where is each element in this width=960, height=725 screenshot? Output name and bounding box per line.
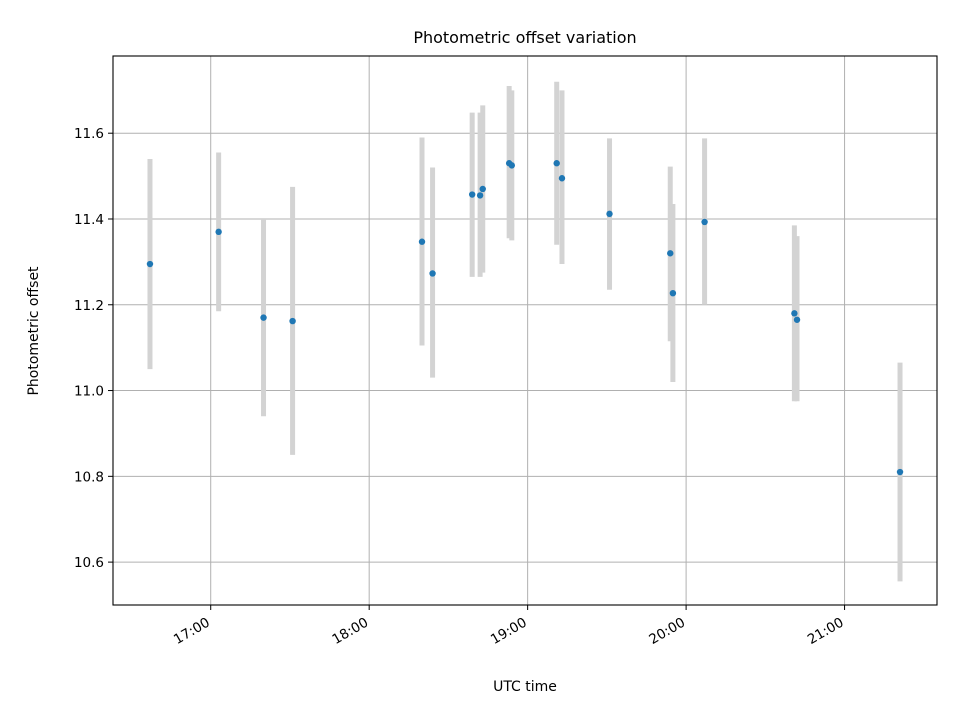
- y-tick-label: 10.6: [74, 555, 104, 571]
- data-point: [667, 250, 674, 257]
- y-axis-ticks: 10.6 10.8 11.0 11.2 11.4 11.6: [74, 126, 113, 571]
- y-axis-label: Photometric offset: [26, 266, 42, 396]
- data-point: [289, 317, 296, 325]
- data-point: [146, 260, 154, 268]
- x-axis-label: UTC time: [493, 679, 557, 695]
- data-point: [476, 192, 484, 199]
- data-point: [468, 191, 476, 198]
- grid-lines: [113, 56, 937, 605]
- data-points: [146, 160, 904, 476]
- data-point: [553, 160, 560, 167]
- data-point: [215, 228, 222, 236]
- data-point: [429, 270, 436, 277]
- data-point: [669, 289, 677, 297]
- data-point: [793, 316, 801, 323]
- data-point: [791, 310, 798, 317]
- data-point: [558, 175, 566, 182]
- y-tick-label: 11.6: [74, 126, 104, 142]
- data-point: [701, 218, 708, 226]
- data-point: [260, 314, 267, 321]
- chart-title: Photometric offset variation: [413, 28, 636, 47]
- y-tick-label: 10.8: [74, 469, 104, 485]
- data-point: [606, 210, 613, 218]
- plot-area-frame: [112, 55, 938, 606]
- data-point: [508, 162, 515, 169]
- y-tick-label: 11.0: [74, 384, 104, 400]
- data-point: [896, 468, 904, 476]
- data-point: [418, 238, 426, 245]
- data-point: [479, 185, 486, 193]
- y-tick-label: 11.2: [74, 298, 104, 314]
- y-tick-label: 11.4: [74, 212, 104, 228]
